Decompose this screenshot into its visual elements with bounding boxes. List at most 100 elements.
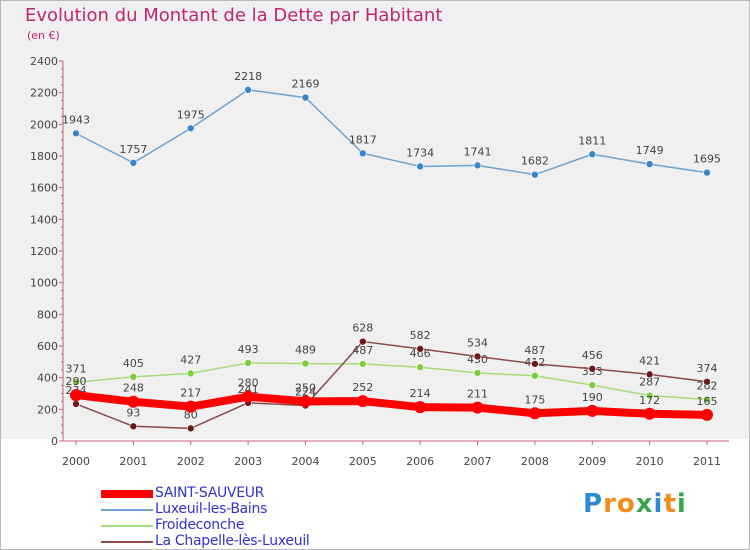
data-point-luxeuil-les-bains <box>416 162 424 171</box>
legend-label: SAINT-SAUVEUR <box>155 485 265 501</box>
x-tick-label: 2001 <box>119 455 147 468</box>
data-label-froideconche: 427 <box>180 353 201 366</box>
data-label-saint-sauveur: 290 <box>66 375 87 388</box>
data-label-la-chapelle-l-s-luxeuil: 241 <box>238 383 259 396</box>
x-tick-label: 2002 <box>177 455 205 468</box>
data-label-luxeuil-les-bains: 1943 <box>62 113 90 126</box>
data-label-luxeuil-les-bains: 1811 <box>578 134 606 147</box>
data-label-la-chapelle-l-s-luxeuil: 93 <box>126 406 140 419</box>
data-label-la-chapelle-l-s-luxeuil: 487 <box>524 344 545 357</box>
legend-label: La Chapelle-lès-Luxeuil <box>155 533 310 549</box>
data-point-froideconche <box>588 381 597 389</box>
data-label-la-chapelle-l-s-luxeuil: 628 <box>352 322 373 335</box>
data-point-luxeuil-les-bains <box>359 149 367 158</box>
data-point-saint-sauveur <box>471 401 484 414</box>
data-label-luxeuil-les-bains: 2218 <box>234 70 262 83</box>
y-tick-label: 1400 <box>30 213 58 226</box>
data-label-froideconche: 489 <box>295 344 316 357</box>
data-label-la-chapelle-l-s-luxeuil: 224 <box>295 386 316 399</box>
y-tick-label: 0 <box>51 435 58 448</box>
logo-letter: o <box>616 489 636 519</box>
data-label-la-chapelle-l-s-luxeuil: 582 <box>410 329 431 342</box>
x-tick-label: 2003 <box>234 455 262 468</box>
y-tick-label: 1800 <box>30 150 58 163</box>
data-point-la-chapelle-l-s-luxeuil <box>72 400 80 408</box>
data-label-luxeuil-les-bains: 1695 <box>693 153 721 166</box>
x-tick-label: 2006 <box>406 455 434 468</box>
data-point-saint-sauveur <box>299 395 312 408</box>
y-tick-label: 200 <box>37 403 58 416</box>
data-label-froideconche: 405 <box>123 357 144 370</box>
x-tick-label: 2004 <box>291 455 319 468</box>
y-tick-label: 600 <box>37 340 58 353</box>
data-point-saint-sauveur <box>643 407 656 420</box>
legend-swatch <box>101 490 153 498</box>
x-tick-label: 2007 <box>464 455 492 468</box>
data-point-la-chapelle-l-s-luxeuil <box>531 360 539 368</box>
data-point-saint-sauveur <box>184 400 197 413</box>
data-point-saint-sauveur <box>127 395 140 408</box>
data-label-luxeuil-les-bains: 1741 <box>464 145 492 158</box>
series-line-froideconche <box>75 362 708 401</box>
logo-letter: r <box>603 489 617 519</box>
data-label-luxeuil-les-bains: 2169 <box>291 78 319 91</box>
data-point-froideconche <box>645 391 654 400</box>
data-label-luxeuil-les-bains: 1975 <box>177 108 205 121</box>
data-label-saint-sauveur: 165 <box>697 395 718 408</box>
data-point-froideconche <box>473 369 482 377</box>
data-point-froideconche <box>301 359 310 368</box>
x-tick-label: 2011 <box>693 455 721 468</box>
data-label-saint-sauveur: 280 <box>238 377 259 390</box>
logo-letter: i <box>653 489 664 519</box>
series-line-la-chapelle-l-s-luxeuil <box>75 340 708 430</box>
data-point-saint-sauveur <box>414 401 427 414</box>
data-point-froideconche <box>359 360 367 368</box>
data-point-la-chapelle-l-s-luxeuil <box>473 352 482 361</box>
logo-letter: x <box>635 489 654 519</box>
data-label-la-chapelle-l-s-luxeuil: 534 <box>467 336 488 349</box>
legend-label: Luxeuil-les-Bains <box>155 501 268 517</box>
data-label-saint-sauveur: 172 <box>639 394 660 407</box>
y-tick-label: 400 <box>37 372 58 385</box>
data-label-saint-sauveur: 217 <box>180 387 201 400</box>
y-tick-label: 2200 <box>30 87 58 100</box>
x-tick-label: 2000 <box>62 455 90 468</box>
data-label-froideconche: 493 <box>238 343 259 356</box>
data-point-froideconche <box>72 378 80 387</box>
data-label-luxeuil-les-bains: 1817 <box>349 133 377 146</box>
data-point-saint-sauveur <box>586 404 599 417</box>
data-label-saint-sauveur: 250 <box>295 381 316 394</box>
data-label-la-chapelle-l-s-luxeuil: 374 <box>697 362 718 375</box>
data-label-la-chapelle-l-s-luxeuil: 456 <box>582 349 603 362</box>
data-point-luxeuil-les-bains <box>244 86 252 94</box>
data-point-la-chapelle-l-s-luxeuil <box>416 345 424 353</box>
y-tick-label: 1000 <box>30 277 58 290</box>
data-label-luxeuil-les-bains: 1749 <box>636 144 664 157</box>
x-tick-label: 2005 <box>349 455 377 468</box>
data-point-luxeuil-les-bains <box>186 124 195 133</box>
data-label-froideconche: 262 <box>697 380 718 393</box>
data-point-la-chapelle-l-s-luxeuil <box>645 370 654 379</box>
data-point-luxeuil-les-bains <box>72 129 80 138</box>
data-label-froideconche: 466 <box>410 347 431 360</box>
data-label-saint-sauveur: 211 <box>467 388 488 401</box>
data-point-la-chapelle-l-s-luxeuil <box>359 337 367 346</box>
data-point-froideconche <box>703 395 711 404</box>
series-line-luxeuil-les-bains <box>75 89 708 176</box>
logo-letter: i <box>676 489 687 519</box>
data-point-la-chapelle-l-s-luxeuil <box>588 364 597 373</box>
logo-letter: P <box>583 489 604 519</box>
data-point-saint-sauveur <box>70 389 82 402</box>
data-label-saint-sauveur: 175 <box>524 393 545 406</box>
data-point-luxeuil-les-bains <box>645 160 654 168</box>
proxiti-logo: Proxiti <box>583 489 687 519</box>
x-tick-label: 2010 <box>636 455 664 468</box>
legend-label: Froideconche <box>155 517 245 533</box>
data-point-saint-sauveur <box>701 408 713 421</box>
legend-swatch <box>101 541 153 543</box>
series-line-saint-sauveur <box>72 391 711 419</box>
data-label-saint-sauveur: 190 <box>582 391 603 404</box>
data-point-froideconche <box>186 369 195 378</box>
data-point-froideconche <box>129 373 138 381</box>
